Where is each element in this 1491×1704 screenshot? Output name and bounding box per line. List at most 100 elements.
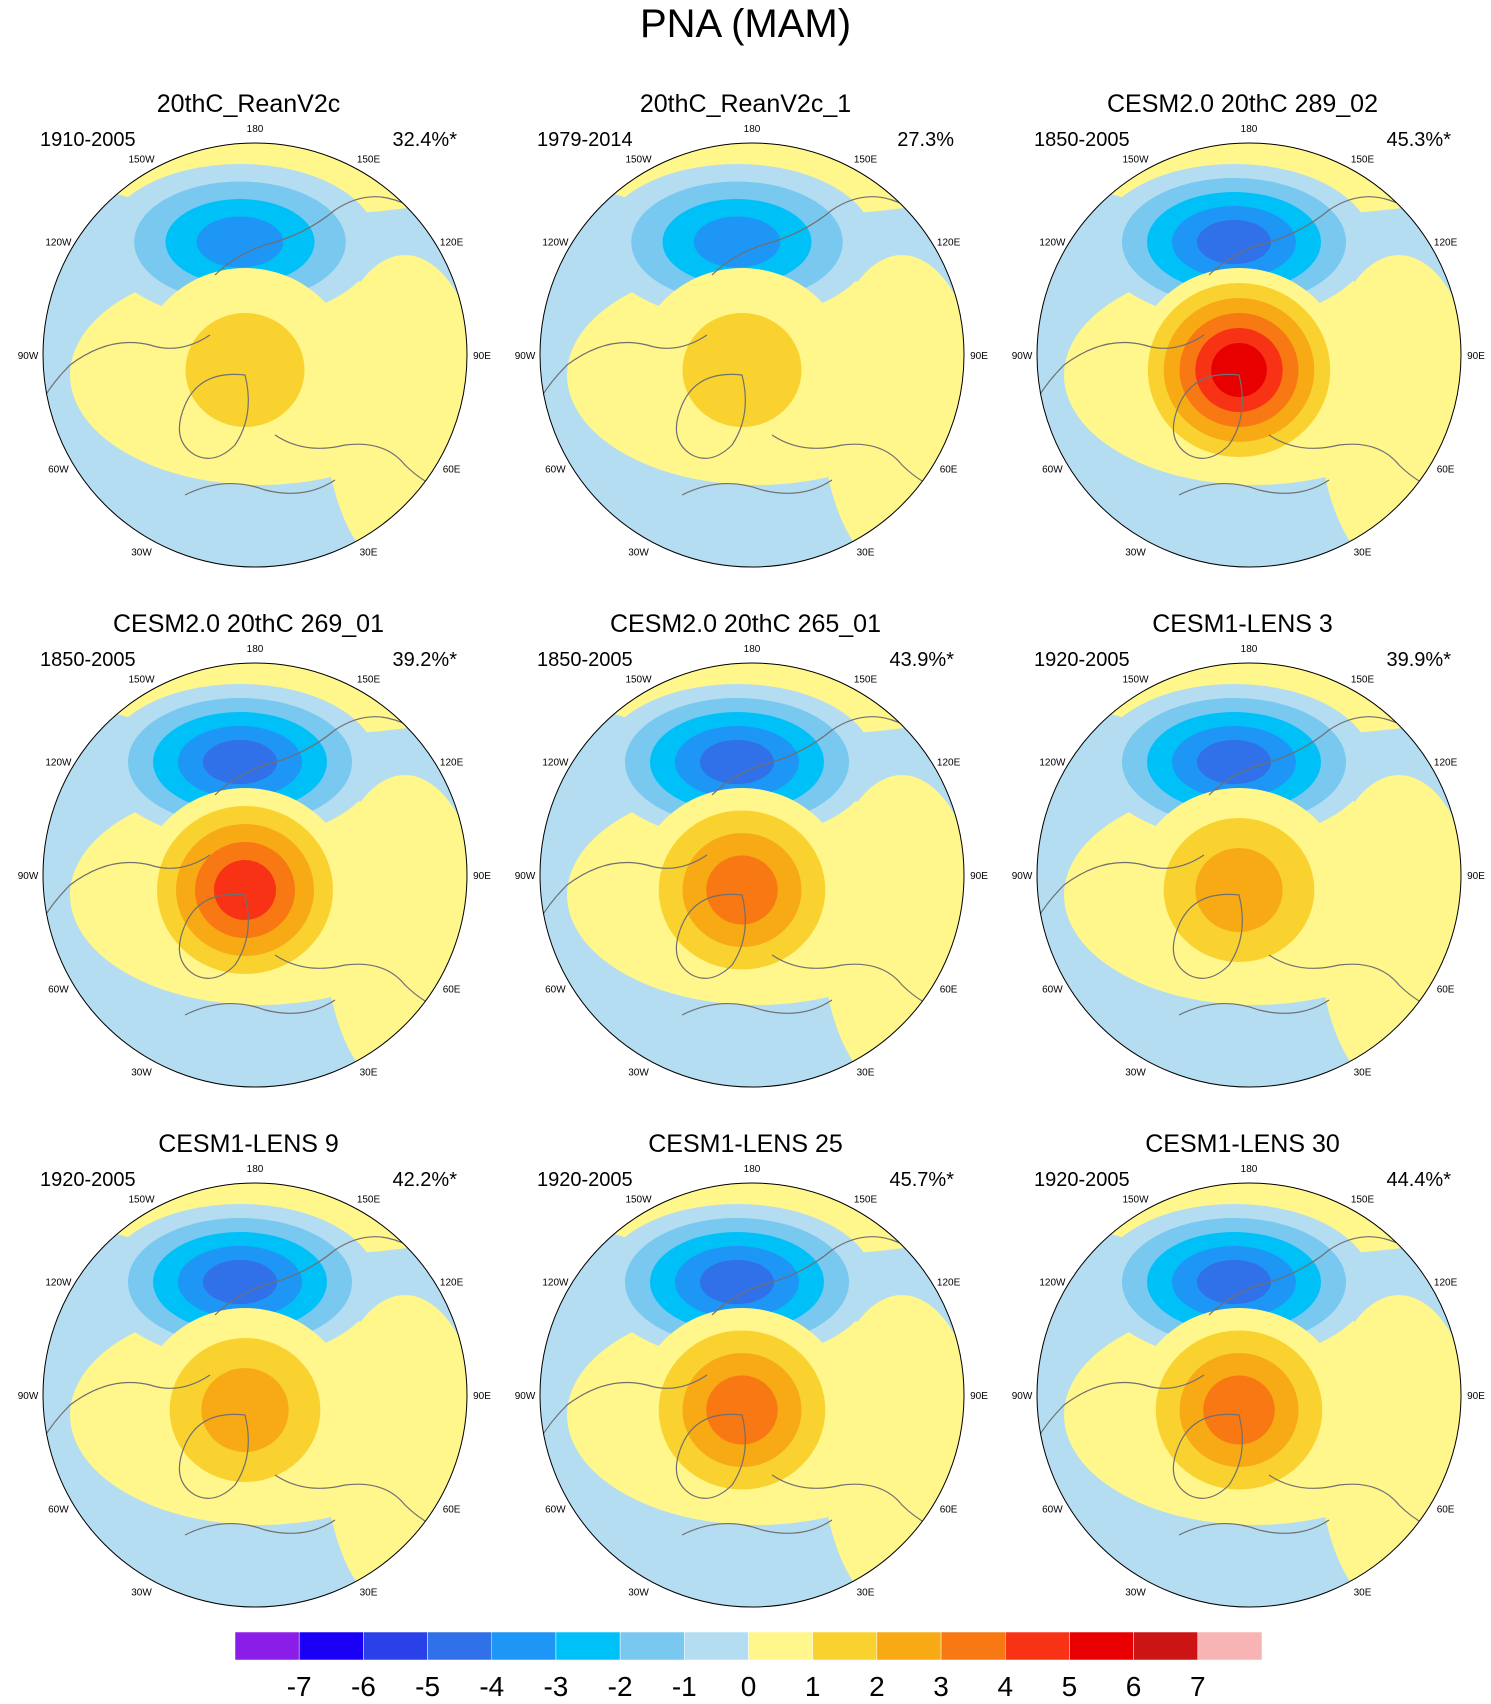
longitude-label: 90W [18, 871, 39, 882]
longitude-label: 120E [440, 758, 464, 769]
longitude-label: 180 [1241, 1164, 1258, 1175]
longitude-label: 60W [1042, 985, 1063, 996]
longitude-label: 120E [440, 1278, 464, 1289]
positive-contour [706, 1375, 778, 1445]
panel-title: CESM2.0 20thC 269_01 [112, 610, 384, 638]
longitude-label: 90W [1012, 1391, 1033, 1402]
colorbar: -7 -6 -5 -4 -3 -2 -1 0 1 2 3 4 5 6 7 [234, 1631, 1263, 1702]
panel-title: 20thC_ReanV2c [156, 90, 341, 118]
positive-contour [1203, 1375, 1275, 1445]
longitude-label: 180 [744, 124, 761, 135]
longitude-label: 60W [1042, 1505, 1063, 1516]
longitude-label: 30W [131, 1588, 152, 1599]
colorbar-label: 0 [741, 1671, 757, 1702]
longitude-label: 30E [1354, 1588, 1372, 1599]
map-border [539, 142, 965, 568]
longitude-label: 30E [1354, 1068, 1372, 1079]
longitude-label: 60E [443, 465, 461, 476]
map-border [1036, 1182, 1462, 1608]
longitude-label: 90W [1012, 871, 1033, 882]
longitude-label: 60E [940, 465, 958, 476]
longitude-label: 30W [1125, 548, 1146, 559]
colorbar-label: 7 [1190, 1671, 1206, 1702]
positive-contour [1211, 343, 1267, 397]
colorbar-label: -5 [415, 1671, 440, 1702]
longitude-label: 60W [1042, 465, 1063, 476]
polar-map: 180150E120E90E60E30E030W60W90W120W150W [18, 1164, 491, 1608]
longitude-label: 150W [128, 674, 155, 685]
longitude-label: 90W [1012, 351, 1033, 362]
panel-variance-percent: 39.2%* [392, 649, 458, 671]
longitude-label: 180 [744, 644, 761, 655]
colorbar-swatch [1133, 1631, 1199, 1661]
longitude-label: 120E [1434, 1278, 1458, 1289]
panel-variance-percent: 39.9%* [1386, 649, 1452, 671]
longitude-label: 180 [247, 124, 264, 135]
longitude-label: 150E [854, 1194, 878, 1205]
colorbar-label: 6 [1126, 1671, 1142, 1702]
map-panel: 180150E120E90E60E30E030W60W90W120W150WCE… [994, 580, 1491, 1098]
colorbar-swatch [1069, 1631, 1134, 1661]
longitude-label: 30E [1354, 548, 1372, 559]
panel-variance-percent: 44.4%* [1386, 1169, 1452, 1191]
longitude-label: 90E [473, 871, 491, 882]
colorbar-swatch [619, 1631, 685, 1661]
colorbar-swatch [298, 1631, 364, 1661]
longitude-label: 30W [131, 1068, 152, 1079]
longitude-label: 150W [128, 154, 155, 165]
panel-period: 1850-2005 [40, 649, 136, 671]
colorbar-swatch [427, 1631, 492, 1661]
positive-contour [1195, 848, 1283, 932]
longitude-label: 90E [970, 871, 988, 882]
panel-variance-percent: 45.3%* [1386, 129, 1452, 151]
colorbar-label: -6 [351, 1671, 376, 1702]
longitude-label: 30E [857, 548, 875, 559]
polar-map: 180150E120E90E60E30E030W60W90W120W150W [18, 124, 491, 568]
polar-map: 180150E120E90E60E30E030W60W90W120W150W [515, 1164, 988, 1608]
longitude-label: 150E [1351, 1194, 1375, 1205]
polar-map: 180150E120E90E60E30E030W60W90W120W150W [515, 644, 988, 1088]
colorbar-swatch [812, 1631, 878, 1661]
negative-contour [1197, 1260, 1271, 1304]
longitude-label: 30W [131, 548, 152, 559]
negative-contour [700, 740, 774, 784]
map-panel: 180150E120E90E60E30E030W60W90W120W150WCE… [994, 1100, 1491, 1618]
positive-contour [682, 313, 802, 427]
longitude-label: 150W [128, 1194, 155, 1205]
longitude-label: 90E [473, 1391, 491, 1402]
longitude-label: 60E [443, 985, 461, 996]
polar-map: 180150E120E90E60E30E030W60W90W120W150W [1012, 124, 1485, 568]
longitude-label: 180 [247, 1164, 264, 1175]
panel-period: 1910-2005 [40, 129, 136, 151]
panel-period: 1979-2014 [537, 129, 633, 151]
longitude-label: 60E [940, 985, 958, 996]
colorbar-label: -1 [672, 1671, 697, 1702]
longitude-label: 90E [473, 351, 491, 362]
panel-title: CESM2.0 20thC 289_02 [1106, 90, 1378, 118]
longitude-label: 90W [515, 351, 536, 362]
figure-title: PNA (MAM) [639, 2, 852, 46]
colorbar-swatch [876, 1631, 942, 1661]
longitude-label: 150E [854, 674, 878, 685]
map-border [42, 1182, 468, 1608]
longitude-label: 90E [970, 351, 988, 362]
longitude-label: 150E [1351, 154, 1375, 165]
longitude-label: 60E [1437, 985, 1455, 996]
longitude-label: 150E [1351, 674, 1375, 685]
longitude-label: 180 [1241, 644, 1258, 655]
colorbar-label: 3 [933, 1671, 949, 1702]
polar-map: 180150E120E90E60E30E030W60W90W120W150W [18, 644, 491, 1088]
longitude-label: 180 [1241, 124, 1258, 135]
colorbar-label: -7 [287, 1671, 312, 1702]
longitude-label: 150W [1122, 1194, 1149, 1205]
map-border [42, 662, 468, 1088]
panel-title: CESM2.0 20thC 265_01 [609, 610, 881, 638]
polar-map: 180150E120E90E60E30E030W60W90W120W150W [1012, 1164, 1485, 1608]
longitude-label: 120W [45, 758, 72, 769]
longitude-label: 150W [625, 1194, 652, 1205]
longitude-label: 120W [45, 238, 72, 249]
longitude-label: 30E [360, 1588, 378, 1599]
longitude-label: 60E [1437, 1505, 1455, 1516]
longitude-label: 120W [1039, 758, 1066, 769]
colorbar-label: 2 [869, 1671, 885, 1702]
